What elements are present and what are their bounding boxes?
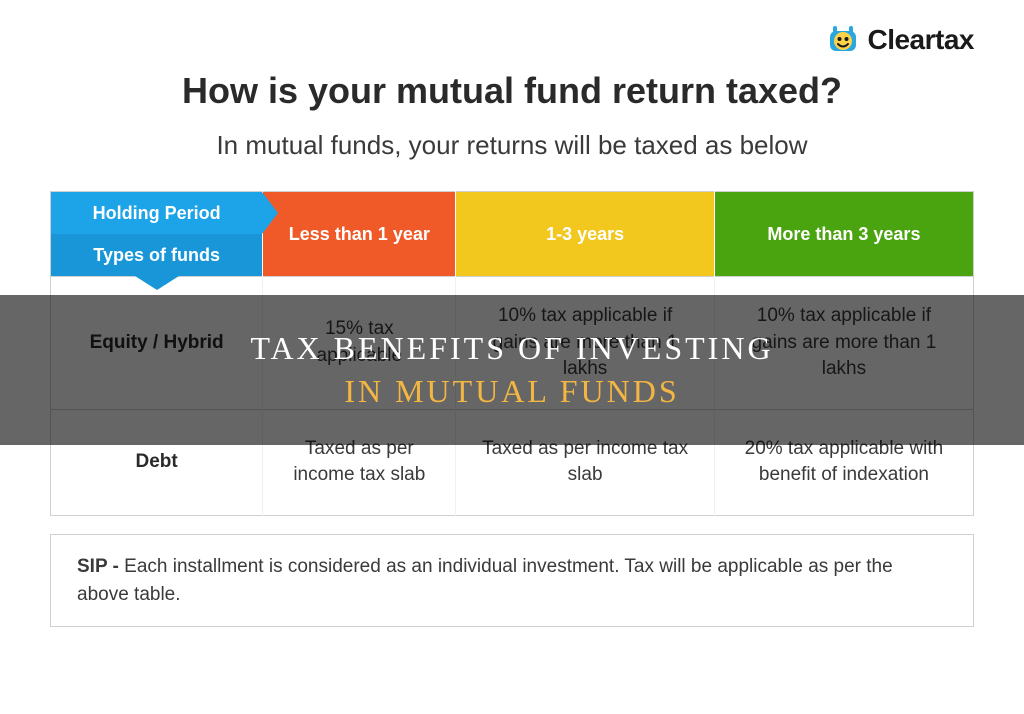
tax-table-container: Holding Period Types of funds Less than … bbox=[0, 191, 1024, 516]
page-subtitle: In mutual funds, your returns will be ta… bbox=[50, 130, 974, 161]
row-label-0: Equity / Hybrid bbox=[51, 277, 263, 410]
cell-0-0: 15% tax applicable bbox=[263, 277, 456, 410]
page-title: How is your mutual fund return taxed? bbox=[50, 70, 974, 112]
cell-0-1: 10% tax applicable if gains are more tha… bbox=[456, 277, 714, 410]
table-row: Equity / Hybrid 15% tax applicable 10% t… bbox=[51, 277, 974, 410]
period-header-0: Less than 1 year bbox=[263, 192, 456, 277]
period-header-1-text: 1-3 years bbox=[546, 224, 624, 244]
cell-0-2: 10% tax applicable if gains are more tha… bbox=[714, 277, 973, 410]
corner-header: Holding Period Types of funds bbox=[51, 192, 263, 277]
table-row: Debt Taxed as per income tax slab Taxed … bbox=[51, 409, 974, 515]
period-header-1: 1-3 years bbox=[456, 192, 714, 277]
cleartax-icon bbox=[825, 22, 861, 58]
sip-note: SIP - Each installment is considered as … bbox=[50, 534, 974, 627]
cell-1-1: Taxed as per income tax slab bbox=[456, 409, 714, 515]
period-header-0-text: Less than 1 year bbox=[289, 224, 430, 244]
holding-period-label: Holding Period bbox=[51, 192, 262, 234]
period-header-2-text: More than 3 years bbox=[767, 224, 920, 244]
arrow-right-icon bbox=[262, 192, 278, 234]
brand-logo: Cleartax bbox=[825, 22, 974, 58]
table-header-row: Holding Period Types of funds Less than … bbox=[51, 192, 974, 277]
fund-types-label: Types of funds bbox=[51, 234, 262, 276]
cell-1-2: 20% tax applicable with benefit of index… bbox=[714, 409, 973, 515]
note-prefix: SIP - bbox=[77, 556, 124, 577]
header-area: Cleartax How is your mutual fund return … bbox=[0, 0, 1024, 161]
brand-name-text: Cleartax bbox=[867, 24, 974, 56]
tax-table: Holding Period Types of funds Less than … bbox=[50, 191, 974, 516]
note-text: Each installment is considered as an ind… bbox=[77, 556, 893, 605]
period-header-2: More than 3 years bbox=[714, 192, 973, 277]
arrow-down-icon bbox=[135, 276, 179, 290]
cell-1-0: Taxed as per income tax slab bbox=[263, 409, 456, 515]
fund-types-text: Types of funds bbox=[93, 245, 220, 266]
holding-period-text: Holding Period bbox=[93, 203, 221, 224]
row-label-1: Debt bbox=[51, 409, 263, 515]
